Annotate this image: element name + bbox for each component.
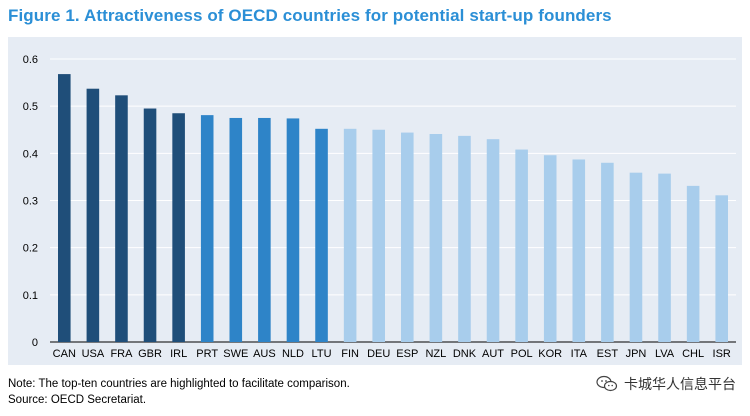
bar-fin xyxy=(343,128,357,342)
source-text: Source: OECD Secretariat. xyxy=(8,394,147,406)
x-tick-label: SWE xyxy=(223,348,248,360)
bar-esp xyxy=(401,132,414,342)
x-tick-label: CHL xyxy=(682,348,704,360)
bar-chl xyxy=(686,185,700,342)
x-tick-label: KOR xyxy=(538,348,562,360)
chart-area: 0 0.1 0.2 0.3 0.4 0.5 0.6 CAN USA FRA GBR IRL PRT SW… xyxy=(8,37,742,365)
bar-irl xyxy=(172,113,185,342)
bar-usa xyxy=(86,88,100,342)
y-tick-label: 0.2 xyxy=(23,243,38,255)
bar-aus xyxy=(258,117,271,342)
bar-prt xyxy=(200,115,214,343)
x-tick-label: JPN xyxy=(626,348,647,360)
bar-fra xyxy=(115,95,128,342)
watermark-text: 卡城华人信息平台 xyxy=(624,376,736,392)
bar-can xyxy=(58,74,71,343)
x-tick-label: DEU xyxy=(367,348,390,360)
bar-nld xyxy=(286,118,300,343)
x-tick-label: ESP xyxy=(396,348,418,360)
x-tick-label: ISR xyxy=(713,348,731,360)
bar-isr xyxy=(715,195,728,342)
y-tick-label: 0 xyxy=(32,337,38,349)
x-tick-label: AUT xyxy=(482,348,504,360)
x-tick-label: ITA xyxy=(571,348,588,360)
chart-notes: Note: The top-ten countries are highligh… xyxy=(8,376,350,408)
x-tick-label: POL xyxy=(511,348,533,360)
bar-kor xyxy=(543,155,557,342)
bar-deu xyxy=(372,129,385,342)
x-tick-label: LVA xyxy=(655,348,675,360)
x-tick-label: AUS xyxy=(253,348,276,360)
y-tick-label: 0.4 xyxy=(23,148,38,160)
bar-ita xyxy=(572,159,586,342)
bars xyxy=(58,74,728,343)
x-tick-label: FRA xyxy=(110,348,133,360)
watermark: 卡城华人信息平台 xyxy=(596,374,736,394)
bar-lva xyxy=(658,173,671,342)
y-tick-label: 0.6 xyxy=(23,54,38,66)
y-tick-label: 0.3 xyxy=(23,196,38,208)
x-tick-label: USA xyxy=(82,348,105,360)
x-axis: CAN USA FRA GBR IRL PRT SWE AUS NLD LTU FIN DEU ESP N… xyxy=(53,348,731,360)
x-tick-label: CAN xyxy=(53,348,76,360)
x-tick-label: NLD xyxy=(282,348,304,360)
bar-aut xyxy=(486,139,500,342)
y-tick-label: 0.1 xyxy=(23,290,38,302)
wechat-icon xyxy=(596,375,618,392)
y-tick-label: 0.5 xyxy=(23,101,38,113)
note-text: Note: The top-ten countries are highligh… xyxy=(8,378,350,390)
bar-jpn xyxy=(629,172,643,342)
x-tick-label: IRL xyxy=(170,348,187,360)
x-tick-label: LTU xyxy=(312,348,332,360)
x-tick-label: EST xyxy=(597,348,619,360)
bar-pol xyxy=(515,149,528,342)
bar-est xyxy=(601,162,614,342)
y-axis: 0 0.1 0.2 0.3 0.4 0.5 0.6 xyxy=(23,54,38,349)
bar-swe xyxy=(229,117,243,342)
x-tick-label: NZL xyxy=(425,348,446,360)
bar-chart: 0 0.1 0.2 0.3 0.4 0.5 0.6 CAN USA FRA GBR IRL PRT SW… xyxy=(23,54,736,360)
chart-title: Figure 1. Attractiveness of OECD countri… xyxy=(8,6,612,25)
x-tick-label: GBR xyxy=(138,348,162,360)
gridlines xyxy=(50,58,736,343)
bar-gbr xyxy=(143,108,157,343)
bar-dnk xyxy=(458,135,471,342)
x-tick-label: FIN xyxy=(341,348,359,360)
x-tick-label: DNK xyxy=(453,348,477,360)
bar-ltu xyxy=(315,128,328,342)
bar-nzl xyxy=(429,133,443,342)
x-tick-label: PRT xyxy=(196,348,218,360)
